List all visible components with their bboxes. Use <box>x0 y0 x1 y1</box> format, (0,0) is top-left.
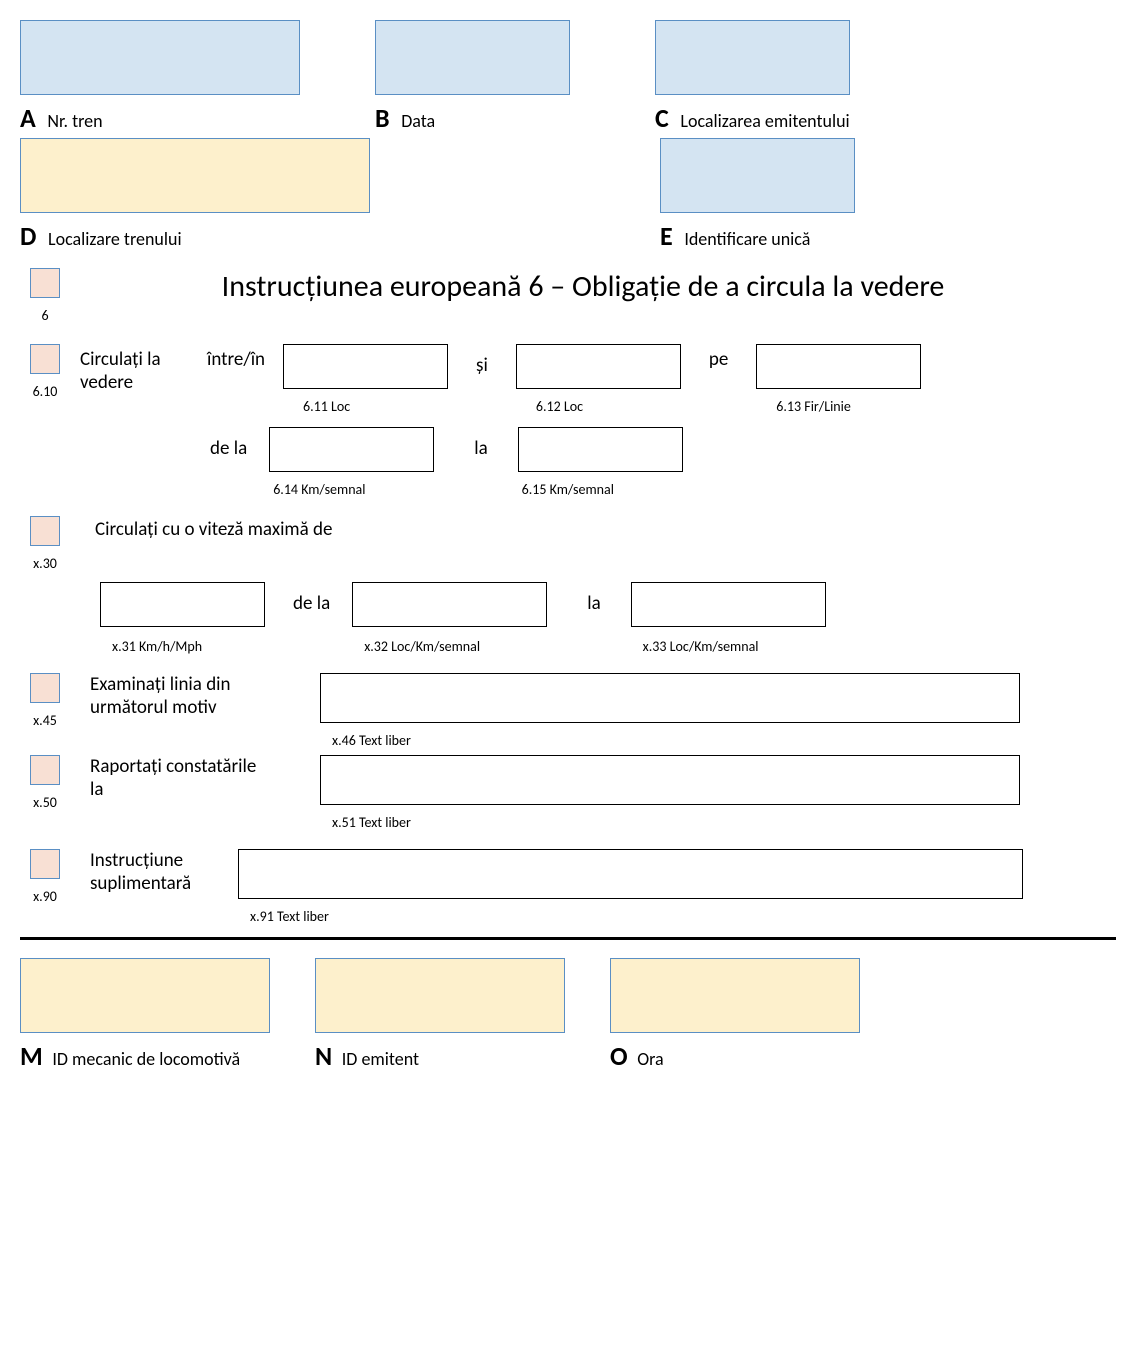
input-x91[interactable] <box>238 849 1023 899</box>
pre-615: la <box>474 437 487 460</box>
field-letter-A: A <box>20 102 36 134</box>
checkbox-x45[interactable] <box>30 673 60 703</box>
input-x31[interactable] <box>100 582 265 627</box>
field-letter-N: N <box>315 1040 332 1072</box>
code-x30: x.30 <box>20 555 70 572</box>
sub-614: 6.14 Km/semnal <box>273 481 434 498</box>
field-box-B[interactable] <box>375 20 570 95</box>
input-615[interactable] <box>518 427 683 472</box>
input-x46[interactable] <box>320 673 1020 723</box>
code-610: 6.10 <box>20 383 70 400</box>
field-letter-E: E <box>660 220 673 252</box>
field-label-O: Ora <box>637 1048 663 1070</box>
pre-613: pe <box>709 348 728 371</box>
field-letter-D: D <box>20 220 36 252</box>
field-letter-O: O <box>610 1040 628 1072</box>
pre-614: de la <box>210 437 247 460</box>
sub-x31: x.31 Km/h/Mph <box>112 638 265 655</box>
code-x50: x.50 <box>20 794 70 811</box>
field-label-B: Data <box>401 110 435 132</box>
input-613[interactable] <box>756 344 921 389</box>
sub-x51: x.51 Text liber <box>332 814 1020 831</box>
field-label-D: Localizare trenului <box>48 228 182 250</box>
sub-x32: x.32 Loc/Km/semnal <box>364 638 547 655</box>
label-x30: Circulați cu o viteză maximă de <box>95 518 332 541</box>
code-6: 6 <box>20 307 70 324</box>
field-box-D[interactable] <box>20 138 370 213</box>
field-box-A[interactable] <box>20 20 300 95</box>
checkbox-6[interactable] <box>30 268 60 298</box>
sub-x91: x.91 Text liber <box>250 908 1023 925</box>
field-label-A: Nr. tren <box>47 110 102 132</box>
code-x90: x.90 <box>20 888 70 905</box>
field-box-M[interactable] <box>20 958 270 1033</box>
label-610: Circulați la vedere <box>80 348 195 394</box>
pre-x32: de la <box>293 592 330 615</box>
input-x32[interactable] <box>352 582 547 627</box>
input-612[interactable] <box>516 344 681 389</box>
sub-612: 6.12 Loc <box>536 398 681 415</box>
field-box-C[interactable] <box>655 20 850 95</box>
checkbox-x90[interactable] <box>30 849 60 879</box>
input-x33[interactable] <box>631 582 826 627</box>
field-label-E: Identificare unică <box>684 228 810 250</box>
label-x50: Raportați constatările la <box>90 755 260 801</box>
input-611[interactable] <box>283 344 448 389</box>
field-box-O[interactable] <box>610 958 860 1033</box>
pre-x33: la <box>587 592 600 615</box>
divider <box>20 937 1116 940</box>
label-x45: Examinați linia din următorul motiv <box>90 673 290 719</box>
field-box-N[interactable] <box>315 958 565 1033</box>
field-letter-B: B <box>375 102 390 134</box>
field-label-C: Localizarea emitentului <box>680 110 849 132</box>
field-label-N: ID emitent <box>342 1048 419 1070</box>
field-label-M: ID mecanic de locomotivă <box>52 1048 240 1070</box>
checkbox-610[interactable] <box>30 344 60 374</box>
field-box-E[interactable] <box>660 138 855 213</box>
sub-611: 6.11 Loc <box>303 398 448 415</box>
code-x45: x.45 <box>20 712 70 729</box>
label-x90: Instrucțiune suplimentară <box>90 849 220 895</box>
sub-x33: x.33 Loc/Km/semnal <box>643 638 826 655</box>
field-letter-C: C <box>655 102 669 134</box>
checkbox-x50[interactable] <box>30 755 60 785</box>
sub-x46: x.46 Text liber <box>332 732 1020 749</box>
input-x51[interactable] <box>320 755 1020 805</box>
pre-612: și <box>476 354 488 377</box>
pre-611: între/în <box>207 348 265 371</box>
checkbox-x30[interactable] <box>30 516 60 546</box>
input-614[interactable] <box>269 427 434 472</box>
sub-613: 6.13 Fir/Linie <box>776 398 921 415</box>
instruction-title: Instrucțiunea europeană 6 – Obligație de… <box>70 268 1116 305</box>
field-letter-M: M <box>20 1040 43 1072</box>
sub-615: 6.15 Km/semnal <box>522 481 683 498</box>
